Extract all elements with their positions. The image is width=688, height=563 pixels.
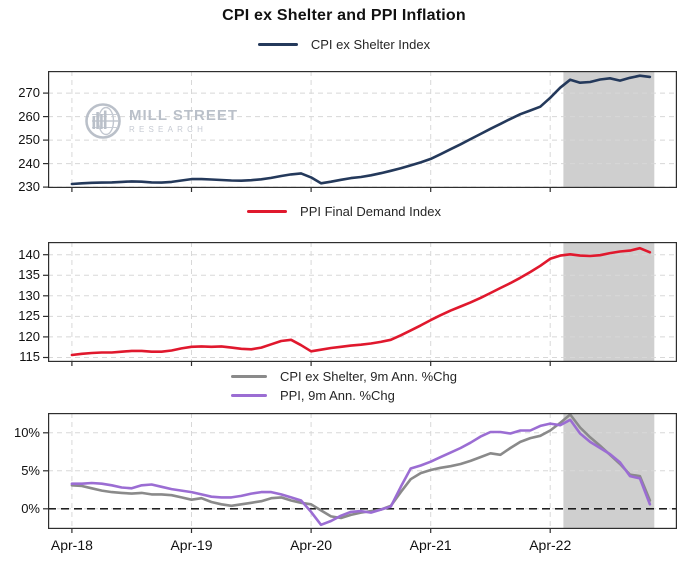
x-tick-label: Apr-21 (409, 537, 452, 553)
cpi-index-plot (43, 71, 677, 192)
ppi-index-plot (43, 242, 677, 366)
legend-line-swatch-cpi-chg (230, 375, 267, 378)
plot-border (48, 71, 677, 189)
plot-border (48, 413, 677, 530)
y-tick-label: 5% (21, 462, 40, 478)
series-line (70, 413, 652, 520)
y-tick-label: 115 (19, 349, 40, 365)
x-tick-label: Apr-19 (170, 537, 213, 553)
panel-ppi-index (43, 242, 677, 366)
y-tick-label: 120 (18, 328, 40, 344)
series-line (70, 246, 652, 357)
x-tick-label: Apr-20 (290, 537, 333, 553)
y-tick-label: 250 (18, 132, 40, 148)
legend-line-swatch-ppi-chg (230, 394, 267, 397)
series-line (70, 74, 652, 186)
x-tick-label: Apr-18 (50, 537, 93, 553)
legend-pct-change: CPI ex Shelter, 9m Ann. %Chg PPI, 9m Ann… (0, 369, 688, 403)
legend-cpi-index: CPI ex Shelter Index (0, 37, 688, 52)
legend-line-swatch-cpi-index (257, 43, 298, 46)
panel-pct-change (43, 413, 677, 533)
plot-border (48, 242, 677, 363)
y-tick-label: 140 (18, 246, 40, 262)
chart-title: CPI ex Shelter and PPI Inflation (222, 7, 466, 24)
legend-label-ppi-chg: PPI, 9m Ann. %Chg (279, 388, 395, 403)
y-tick-label: 240 (18, 155, 40, 171)
y-tick-label: 130 (18, 287, 40, 303)
y-tick-label: 135 (18, 267, 40, 283)
y-tick-label: 230 (18, 179, 40, 195)
legend-row-cpi-chg: CPI ex Shelter, 9m Ann. %Chg (230, 369, 458, 384)
legend-label-cpi-index: CPI ex Shelter Index (310, 37, 431, 52)
legend-ppi-index: PPI Final Demand Index (0, 204, 688, 219)
legend-label-cpi-chg: CPI ex Shelter, 9m Ann. %Chg (279, 369, 458, 384)
series-line (70, 418, 652, 527)
forecast-shaded-region (563, 242, 655, 362)
y-tick-label: 0% (21, 500, 40, 516)
pct-change-plot (43, 413, 677, 533)
panel-cpi-index (43, 71, 677, 192)
y-tick-label: 10% (13, 424, 40, 440)
forecast-shaded-region (563, 71, 655, 188)
x-tick-label: Apr-22 (529, 537, 572, 553)
legend-label-ppi-index: PPI Final Demand Index (300, 204, 441, 219)
legend-row-ppi-chg: PPI, 9m Ann. %Chg (230, 388, 457, 403)
y-tick-label: 260 (18, 108, 40, 124)
legend-line-swatch-ppi-index (247, 210, 288, 213)
y-tick-label: 125 (18, 308, 40, 324)
y-tick-label: 270 (18, 85, 40, 101)
